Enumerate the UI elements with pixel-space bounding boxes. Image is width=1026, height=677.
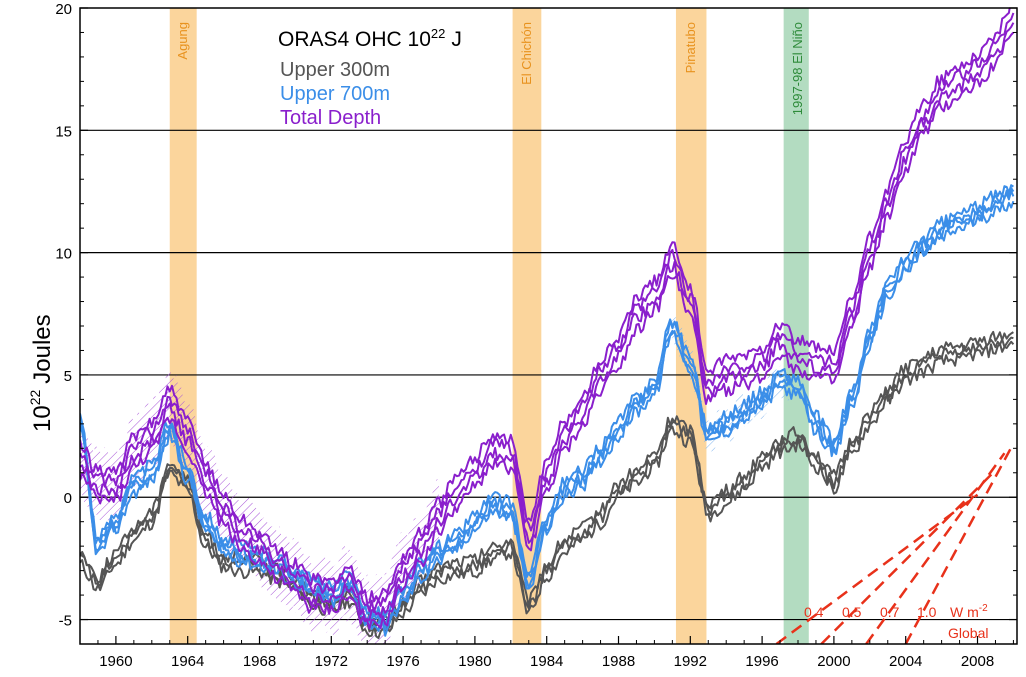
axis-ticks: 1960 1964 1968 1972 1976 1980 1984 1988 1992 1996… <box>55 1 1017 670</box>
x-tick-label-0: 1960 <box>99 653 132 670</box>
event-band-label-0: Agung <box>175 22 190 60</box>
series-line-1-member-1 <box>80 190 1015 631</box>
rate-line-0 <box>775 493 979 644</box>
rate-label-3: 1.0 <box>917 604 937 620</box>
heating-rate-lines <box>775 442 1015 644</box>
x-tick-label-4: 1976 <box>386 653 419 670</box>
series-line-2-member-0 <box>80 31 1015 630</box>
x-tick-label-1: 1964 <box>171 653 204 670</box>
x-tick-label-8: 1992 <box>674 653 707 670</box>
legend: ORAS4 OHC 1022 J Upper 300m Upper 700m To… <box>278 26 462 129</box>
x-tick-label-12: 2008 <box>961 653 994 670</box>
rate-unit: W m-2 <box>950 603 988 620</box>
x-tick-label-11: 2004 <box>889 653 922 670</box>
y-tick-label-2: 5 <box>64 368 72 385</box>
x-tick-label-10: 2000 <box>817 653 850 670</box>
series-line-2-member-3 <box>80 8 1011 604</box>
x-tick-label-7: 1988 <box>602 653 635 670</box>
rate-labels: 0.4 0.5 0.7 1.0 W m-2 Global <box>804 603 988 641</box>
series-line-2-member-1 <box>80 22 1015 621</box>
x-tick-label-6: 1984 <box>530 653 563 670</box>
event-band-0 <box>169 8 197 644</box>
legend-entry-upper-300m: Upper 300m <box>280 59 390 81</box>
event-band-labels: Agung El Chichón Pinatubo 1997-98 El Niño <box>175 22 805 115</box>
total-depth-envelope <box>80 367 439 644</box>
y-tick-label-0: -5 <box>59 613 72 630</box>
legend-title: ORAS4 OHC 1022 J <box>278 26 462 51</box>
y-tick-label-1: 0 <box>64 490 72 507</box>
rate-label-1: 0.5 <box>842 604 862 620</box>
x-tick-label-5: 1980 <box>458 653 491 670</box>
y-tick-label-4: 15 <box>55 123 72 140</box>
x-tick-label-2: 1968 <box>243 653 276 670</box>
event-band-label-2: Pinatubo <box>683 22 698 73</box>
y-tick-label-3: 10 <box>55 246 72 263</box>
rate-line-1 <box>820 469 997 644</box>
rate-caption: Global <box>948 625 988 641</box>
rate-line-2 <box>865 452 1006 644</box>
legend-entry-total-depth: Total Depth <box>280 107 381 129</box>
series-line-1-member-3 <box>80 184 1014 620</box>
rate-label-0: 0.4 <box>804 604 824 620</box>
series-lines <box>80 8 1015 639</box>
event-band-label-1: El Chichón <box>519 22 534 85</box>
x-tick-label-3: 1972 <box>315 653 348 670</box>
series-line-2-member-2 <box>80 12 1015 614</box>
rate-label-2: 0.7 <box>880 604 900 620</box>
legend-entry-upper-700m: Upper 700m <box>280 83 390 105</box>
y-axis-title: 1022Joules <box>27 314 56 432</box>
y-tick-label-5: 20 <box>55 1 72 18</box>
event-band-label-3: 1997-98 El Niño <box>790 22 805 115</box>
event-bands <box>169 8 809 644</box>
x-tick-label-9: 1996 <box>745 653 778 670</box>
series-total-depth <box>80 8 1015 630</box>
series-line-0-member-0 <box>80 340 1015 639</box>
